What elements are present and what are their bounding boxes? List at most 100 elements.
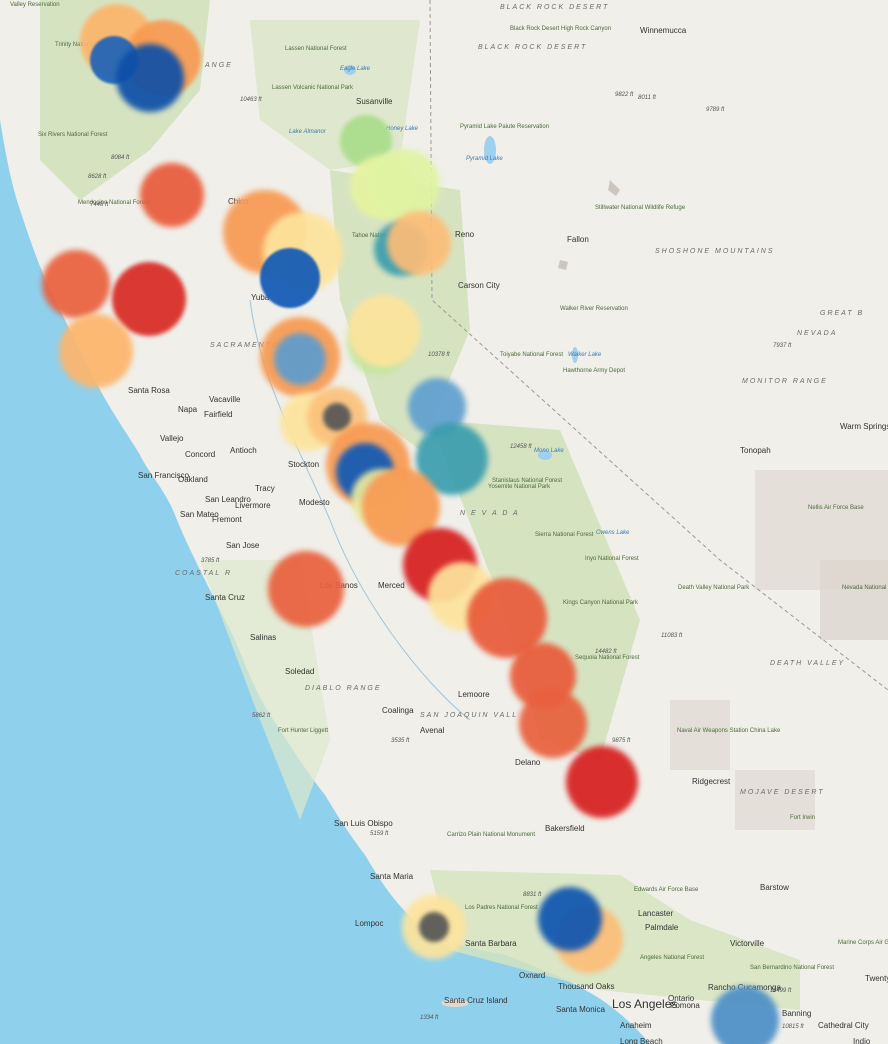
map-label-park: Naval Air Weapons Station China Lake: [677, 728, 781, 734]
map-label-city: Santa Barbara: [465, 939, 517, 948]
map-marker[interactable]: [140, 163, 204, 227]
map-label-elev: 10378 ft: [428, 352, 450, 358]
map-label-city: Ontario: [668, 994, 695, 1003]
map-marker[interactable]: [368, 149, 440, 221]
map-label-region: SACRAMENTO VA: [210, 342, 297, 349]
map-label-city: Fairfield: [204, 410, 233, 419]
map-label-region: MOJAVE DESERT: [740, 789, 825, 796]
map-label-park: Angeles National Forest: [640, 955, 705, 961]
map-label-park: Carrizo Plain National Monument: [447, 832, 536, 838]
map-label-elev: 11083 ft: [661, 633, 683, 639]
map-label-city: Winnemucca: [640, 26, 687, 35]
map-label-city: Palmdale: [645, 923, 679, 932]
map-label-city: Lancaster: [638, 909, 674, 918]
map-label-city: Victorville: [730, 939, 765, 948]
map-label-park: Lassen Volcanic National Park: [272, 85, 354, 91]
map-label-elev: 8084 ft: [111, 155, 130, 161]
map-label-park: Yosemite National Park: [488, 484, 551, 490]
map-label-city: Anaheim: [620, 1021, 652, 1030]
map-label-big: Los Angeles: [612, 997, 678, 1011]
map-label-city: Santa Rosa: [128, 386, 170, 395]
map-marker[interactable]: [116, 44, 184, 112]
map-label-city: Carson City: [458, 281, 500, 290]
map-marker[interactable]: [112, 262, 186, 336]
map-label-city: Avenal: [420, 726, 445, 735]
map-label-elev: 3535 ft: [391, 738, 410, 744]
map-label-region: BLACK ROCK DESERT: [478, 44, 588, 51]
map-label-park: Stillwater National Wildlife Refuge: [595, 205, 686, 211]
map-label-city: Coalinga: [382, 706, 414, 715]
map-label-city: Thousand Oaks: [558, 982, 615, 991]
map-marker[interactable]: [519, 690, 587, 758]
map-label-park: Black Rock Desert High Rock Canyon: [510, 26, 612, 32]
map-marker[interactable]: [260, 248, 320, 308]
map-label-city: Soledad: [285, 667, 315, 676]
map-label-park: Nevada National Security Site: [842, 585, 888, 591]
map-label-city: Tonopah: [740, 446, 771, 455]
map-label-water: Lake Almanor: [289, 129, 326, 135]
map-label-city: Warm Springs: [840, 422, 888, 431]
map-marker[interactable]: [274, 333, 326, 385]
map-label-water: Mono Lake: [534, 448, 564, 454]
map-label-city: Tracy: [255, 484, 275, 493]
map-label-park: Los Padres National Forest: [465, 905, 538, 911]
map-marker[interactable]: [59, 314, 133, 388]
map-marker[interactable]: [323, 403, 351, 431]
map-label-park: Inyo National Forest: [585, 556, 639, 562]
walker-lake: [572, 347, 578, 363]
map-label-city: Napa: [178, 405, 198, 414]
map-label-water: Owens Lake: [596, 530, 630, 536]
map-label-elev: 7937 ft: [773, 343, 792, 349]
map-label-elev: 8831 ft: [523, 892, 542, 898]
map-label-park: Lassen National Forest: [285, 46, 347, 52]
map-marker[interactable]: [711, 986, 779, 1044]
map-label-park: Nellis Air Force Base: [808, 505, 864, 511]
map-marker[interactable]: [538, 887, 602, 951]
map-label-city: San Luis Obispo: [334, 819, 393, 828]
map-marker[interactable]: [566, 746, 638, 818]
map-label-city: Lompoc: [355, 919, 384, 928]
map-label-water: Honey Lake: [386, 126, 419, 132]
map-label-city: Santa Cruz Island: [444, 996, 508, 1005]
map-label-elev: 5159 ft: [370, 831, 389, 837]
map-label-park: Valley Reservation: [10, 2, 60, 8]
map-label-city: Vacaville: [209, 395, 241, 404]
map-label-region: COASTAL R: [175, 570, 233, 577]
map-label-city: Cathedral City: [818, 1021, 869, 1030]
map-marker[interactable]: [419, 912, 449, 942]
map-label-city: Oakland: [178, 475, 208, 484]
map-marker[interactable]: [348, 295, 420, 367]
map-label-city: Delano: [515, 758, 541, 767]
map-label-city: Banning: [782, 1009, 812, 1018]
map-label-city: Merced: [378, 581, 405, 590]
map-label-elev: 9822 ft: [615, 92, 634, 98]
eagle-lake: [344, 65, 356, 75]
map-marker[interactable]: [387, 211, 451, 275]
map-label-park: Edwards Air Force Base: [634, 887, 699, 893]
map-label-elev: 9789 ft: [706, 107, 725, 113]
map-label-city: Concord: [185, 450, 216, 459]
nnss-area: [820, 560, 888, 640]
map-label-park: Fort Irwin: [790, 815, 816, 821]
map-label-city: Salinas: [250, 633, 277, 642]
map-label-region: SHOSHONE MOUNTAINS: [655, 248, 775, 255]
map-label-city: Ridgecrest: [692, 777, 731, 786]
map-label-park: Fort Hunter Liggett: [278, 728, 329, 734]
map-label-region: MONITOR RANGE: [742, 378, 828, 385]
map-label-city: Fremont: [212, 515, 242, 524]
santa-cruz-island: [441, 999, 469, 1007]
map-label-park: Six Rivers National Forest: [38, 132, 108, 138]
map-label-park: Sierra National Forest: [535, 532, 594, 538]
map-label-region: ANGE: [205, 62, 233, 69]
map-label-city: Twentyn Palm: [865, 974, 888, 983]
map-marker[interactable]: [268, 551, 344, 627]
map-marker[interactable]: [42, 250, 110, 318]
map-label-region: DEATH VALLEY: [770, 660, 846, 667]
terrain-patches: [558, 180, 620, 270]
map-label-elev: 7448 ft: [90, 202, 109, 208]
map-label-city: Lemoore: [458, 690, 490, 699]
map-label-region: N E V A D A: [460, 510, 520, 517]
map-label-elev: 1334 ft: [420, 1015, 439, 1021]
